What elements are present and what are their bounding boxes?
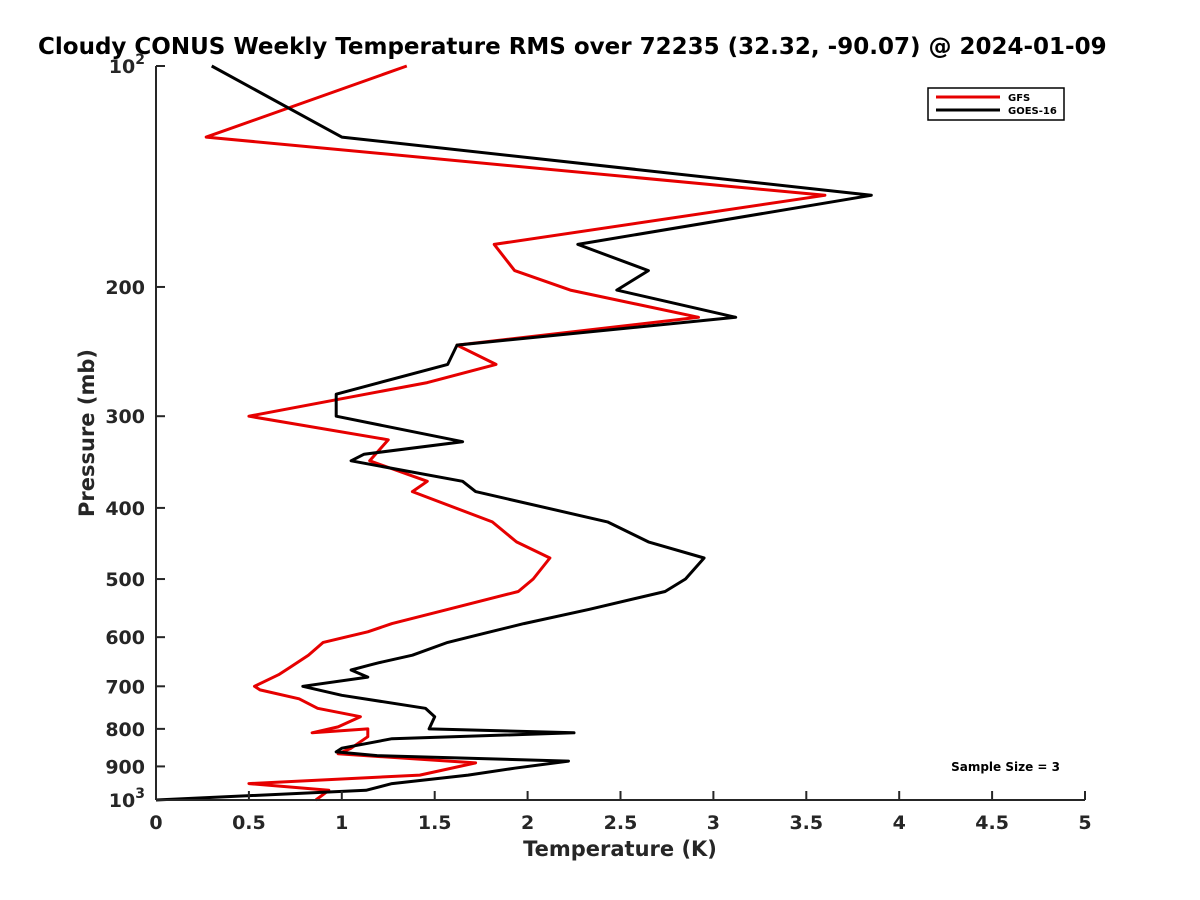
y-tick-label: 200 bbox=[105, 277, 145, 299]
x-tick-label: 1.5 bbox=[418, 812, 452, 834]
y-tick-label: 300 bbox=[105, 406, 145, 428]
x-tick-label: 5 bbox=[1078, 812, 1091, 834]
x-axis-title: Temperature (K) bbox=[523, 837, 717, 861]
y-tick-label: 102 bbox=[109, 52, 145, 78]
y-tick-label: 400 bbox=[105, 498, 145, 520]
x-tick-layer: 0 0.5 1 1.5 2 2.5 3 3.5 4 4.5 5 bbox=[149, 791, 1092, 834]
x-tick-label: 4.5 bbox=[975, 812, 1009, 834]
series-line-goes16 bbox=[155, 64, 873, 802]
y-tick-label: 500 bbox=[105, 569, 145, 591]
x-tick-label: 3 bbox=[707, 812, 720, 834]
legend-label-gfs: GFS bbox=[1008, 93, 1030, 104]
y-tick-label: 103 bbox=[109, 786, 145, 812]
sample-size-annotation: Sample Size = 3 bbox=[951, 760, 1060, 774]
legend: GFS GOES-16 bbox=[927, 87, 1065, 121]
x-tick-label: 1 bbox=[335, 812, 348, 834]
legend-box bbox=[927, 87, 1065, 121]
x-tick-label: 3.5 bbox=[789, 812, 823, 834]
series-layer bbox=[155, 64, 873, 802]
x-tick-label: 2.5 bbox=[604, 812, 638, 834]
y-tick-label: 800 bbox=[105, 719, 145, 741]
y-axis-title: Pressure (mb) bbox=[75, 349, 99, 517]
x-tick-label: 0 bbox=[149, 812, 162, 834]
y-tick-layer: 102 200 300 400 500 600 700 800 900 103 bbox=[105, 52, 165, 812]
chart-title: Cloudy CONUS Weekly Temperature RMS over… bbox=[38, 34, 1107, 60]
x-tick-label: 0.5 bbox=[232, 812, 266, 834]
x-tick-label: 2 bbox=[521, 812, 534, 834]
y-tick-label: 600 bbox=[105, 627, 145, 649]
legend-label-goes16: GOES-16 bbox=[1008, 106, 1057, 117]
x-tick-label: 4 bbox=[893, 812, 906, 834]
y-tick-label: 700 bbox=[105, 676, 145, 698]
plot-area bbox=[156, 66, 1085, 800]
y-tick-label: 900 bbox=[105, 756, 145, 778]
